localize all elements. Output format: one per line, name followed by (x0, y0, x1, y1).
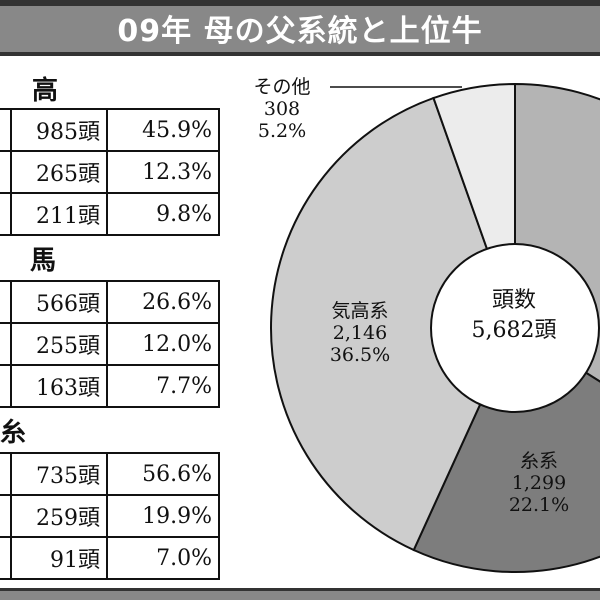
slice-label-kedaka: 気高系 2,146 36.5% (310, 300, 410, 366)
stats-table-kedaka: 985頭 45.9% 265頭 12.3% 211頭 9.8% (0, 108, 220, 236)
slice-pct: 5.2% (257, 120, 307, 142)
section-heading-tajima: 馬 (30, 246, 57, 276)
title-bar: 09年 母の父系統と上位牛 (0, 0, 600, 56)
table-row: 255頭 12.0% (0, 322, 220, 366)
stats-table-tajima: 566頭 26.6% 255頭 12.0% 163頭 7.7% (0, 280, 220, 408)
pie-center-label: 頭数 5,682頭 (462, 286, 566, 346)
table-row: 985頭 45.9% (0, 108, 220, 152)
section-heading-kedaka: 高 (32, 76, 59, 106)
slice-pct: 36.5% (329, 344, 391, 366)
share-cell: 56.6% (106, 452, 220, 496)
slice-name: 気高系 (331, 300, 389, 322)
table-row: 259頭 19.9% (0, 494, 220, 538)
table-row: 735頭 56.6% (0, 452, 220, 496)
share-cell: 12.3% (106, 150, 220, 194)
bottom-bar (0, 588, 600, 600)
pie-center-value: 5,682頭 (471, 318, 557, 343)
share-cell: 19.9% (106, 494, 220, 538)
count-cell: 91頭 (10, 536, 108, 580)
slice-label-ito: 糸系 1,299 22.1% (494, 450, 584, 516)
count-cell: 211頭 (10, 192, 108, 236)
slice-value: 308 (263, 98, 301, 120)
share-cell: 12.0% (106, 322, 220, 366)
table-row: 566頭 26.6% (0, 280, 220, 324)
count-cell: 735頭 (10, 452, 108, 496)
pie-center-title: 頭数 (491, 288, 536, 313)
count-cell: 566頭 (10, 280, 108, 324)
table-row: 211頭 9.8% (0, 192, 220, 236)
slice-value: 1,299 (511, 472, 567, 494)
section-heading-ito: 糸 (0, 418, 27, 448)
share-cell: 45.9% (106, 108, 220, 152)
share-cell: 7.7% (106, 364, 220, 408)
table-row: 91頭 7.0% (0, 536, 220, 580)
share-cell: 7.0% (106, 536, 220, 580)
share-cell: 9.8% (106, 192, 220, 236)
chart-title: 09年 母の父系統と上位牛 (117, 14, 483, 49)
stats-table-ito: 735頭 56.6% 259頭 19.9% 91頭 7.0% (0, 452, 220, 580)
count-cell: 163頭 (10, 364, 108, 408)
count-cell: 985頭 (10, 108, 108, 152)
slice-value: 2,146 (332, 322, 388, 344)
slice-label-other: その他 308 5.2% (240, 76, 324, 142)
count-cell: 265頭 (10, 150, 108, 194)
share-cell: 26.6% (106, 280, 220, 324)
table-row: 265頭 12.3% (0, 150, 220, 194)
slice-name: 糸系 (519, 450, 558, 472)
pie-slice-2 (270, 96, 517, 552)
count-cell: 259頭 (10, 494, 108, 538)
table-row: 163頭 7.7% (0, 364, 220, 408)
count-cell: 255頭 (10, 322, 108, 366)
slice-name: その他 (253, 76, 311, 98)
slice-pct: 22.1% (508, 494, 570, 516)
pie-center-hole (430, 243, 600, 413)
